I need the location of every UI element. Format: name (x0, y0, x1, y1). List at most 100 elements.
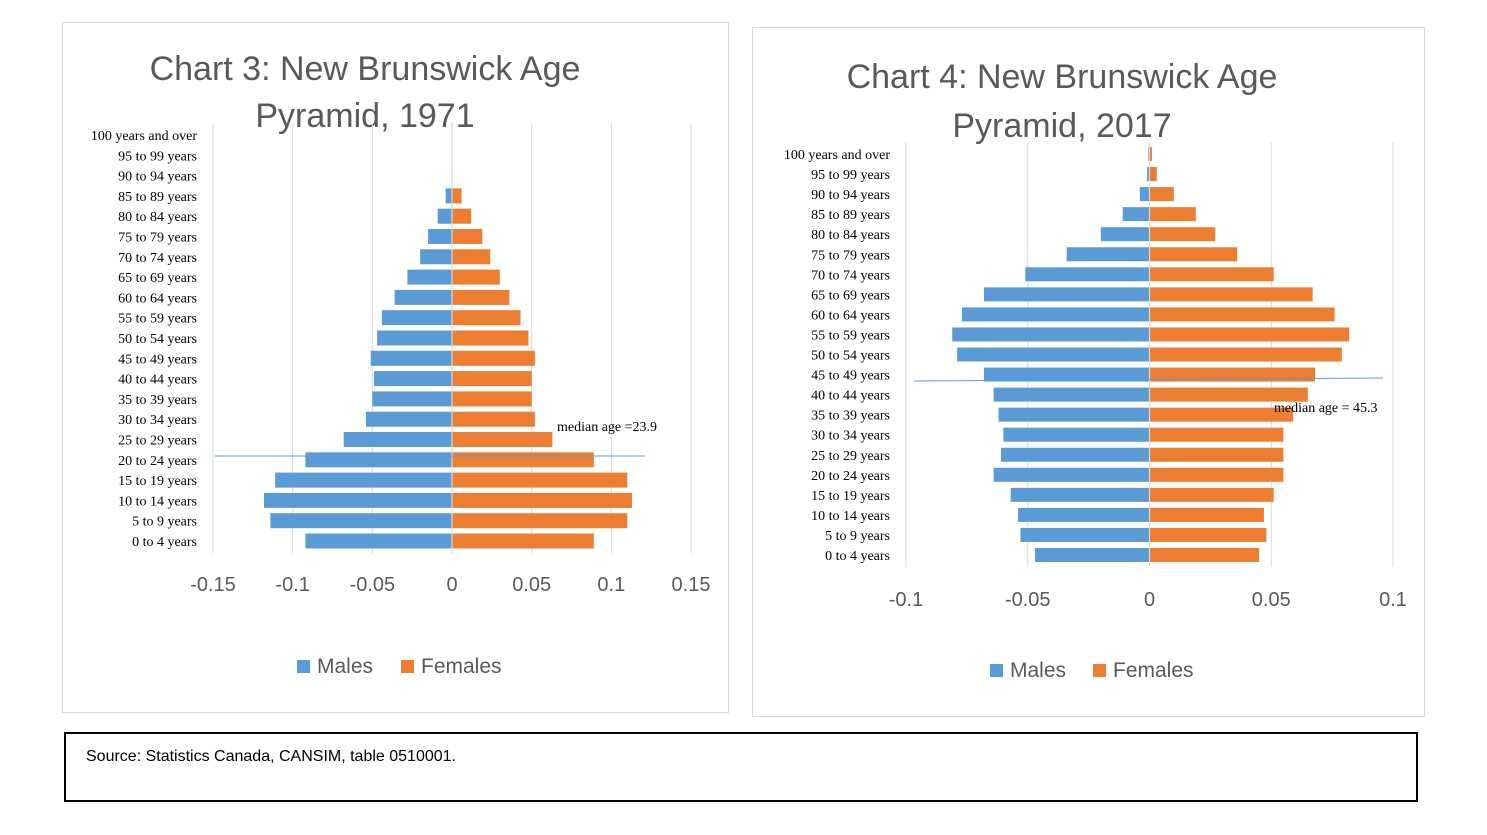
females-bar (1149, 387, 1308, 402)
legend-swatch (990, 664, 1003, 677)
category-label: 5 to 9 years (825, 529, 890, 544)
category-label: 85 to 89 years (118, 190, 197, 205)
category-label: 15 to 19 years (118, 474, 197, 489)
median-age-annotation: median age = 45.3 (1274, 401, 1378, 416)
males-bar (263, 492, 452, 508)
category-label: 10 to 14 years (118, 494, 197, 509)
category-label: 0 to 4 years (132, 535, 197, 550)
males-bar (377, 330, 452, 346)
category-label: 80 to 84 years (811, 228, 890, 243)
females-bar (452, 289, 510, 305)
category-label: 0 to 4 years (825, 549, 890, 564)
x-tick-label: -0.05 (350, 574, 396, 596)
category-label: 90 to 94 years (118, 170, 197, 185)
chart-title-line: Pyramid, 2017 (952, 107, 1171, 145)
females-bar (1149, 267, 1274, 282)
males-bar (365, 411, 452, 427)
females-bar (1149, 187, 1174, 202)
males-bar (1020, 527, 1150, 542)
males-bar (428, 229, 452, 244)
females-bar (1149, 548, 1260, 562)
females-bar (1149, 407, 1294, 422)
females-bar (1149, 507, 1264, 522)
males-bar (957, 347, 1150, 362)
x-tick-label: -0.05 (1005, 589, 1051, 611)
category-label: 85 to 89 years (811, 208, 890, 223)
males-bar (998, 407, 1150, 422)
females-bar (1149, 487, 1274, 502)
legend-label: Females (421, 655, 502, 678)
chart-title-line: Chart 4: New Brunswick Age (847, 58, 1278, 96)
category-label: 50 to 54 years (811, 349, 890, 364)
category-label: 45 to 49 years (811, 369, 890, 384)
category-label: 45 to 49 years (118, 352, 197, 367)
legend-swatch (1093, 664, 1106, 677)
category-label: 65 to 69 years (811, 288, 890, 303)
females-bar (452, 391, 532, 407)
males-bar (420, 249, 452, 265)
females-bar (452, 249, 491, 265)
males-bar (1139, 187, 1150, 202)
females-bar (1149, 327, 1350, 342)
females-bar (452, 229, 483, 244)
females-bar (1149, 527, 1267, 542)
females-bar (452, 188, 462, 204)
males-bar (952, 327, 1150, 342)
x-tick-label: 0 (1144, 589, 1155, 611)
females-bar (1149, 447, 1284, 462)
category-label: 50 to 54 years (118, 332, 197, 347)
x-tick-label: 0.15 (672, 574, 711, 596)
females-bar (1149, 207, 1196, 222)
source-box: Source: Statistics Canada, CANSIM, table… (64, 732, 1418, 802)
males-bar (1025, 267, 1150, 282)
females-bar (1149, 467, 1284, 482)
category-label: 75 to 79 years (118, 231, 197, 246)
females-bar (1149, 167, 1157, 182)
males-bar (983, 287, 1150, 302)
females-bar (452, 350, 535, 366)
chart-4-panel: Chart 4: New Brunswick Age Pyramid, 2017 0… (752, 27, 1425, 717)
category-label: 15 to 19 years (811, 489, 890, 504)
females-bar (452, 472, 628, 488)
females-bar (1149, 427, 1284, 442)
source-note: Source: Statistics Canada, CANSIM, table… (86, 748, 456, 765)
females-bar (452, 513, 628, 529)
males-bar (445, 188, 452, 204)
females-bar (452, 208, 472, 224)
males-bar (962, 307, 1150, 322)
males-bar (1100, 227, 1150, 242)
males-bar (1147, 167, 1150, 182)
females-bar (1149, 227, 1216, 242)
males-bar (407, 269, 452, 285)
chart-title-line: Chart 3: New Brunswick Age (150, 50, 581, 88)
males-bar (1066, 247, 1150, 262)
males-bar (983, 367, 1150, 382)
females-bar (1149, 147, 1152, 161)
males-bar (1003, 427, 1150, 442)
females-bar (452, 330, 529, 346)
legend-swatch (401, 660, 414, 673)
females-bar (452, 310, 521, 326)
females-bar (452, 452, 594, 468)
females-bar (452, 269, 500, 285)
females-bar (452, 492, 633, 508)
chart-4-svg: Chart 4: New Brunswick Age Pyramid, 2017 0… (784, 58, 1407, 682)
category-label: 100 years and over (91, 129, 197, 144)
males-bar (381, 310, 452, 326)
males-bar (275, 472, 452, 488)
chart-title-line: Pyramid, 1971 (255, 97, 474, 135)
males-bar (270, 513, 452, 529)
category-label: 70 to 74 years (118, 251, 197, 266)
median-age-annotation: median age =23.9 (557, 420, 657, 435)
females-bar (452, 432, 553, 447)
males-bar (993, 387, 1150, 402)
legend-swatch (297, 660, 310, 673)
males-bar (305, 452, 452, 468)
x-tick-label: 0.05 (1252, 589, 1291, 611)
category-label: 35 to 39 years (811, 409, 890, 424)
males-bar (394, 289, 452, 305)
chart-3-panel: Chart 3: New Brunswick Age Pyramid, 1971 0… (62, 22, 729, 713)
males-bar (437, 208, 452, 224)
category-label: 75 to 79 years (811, 248, 890, 263)
category-label: 20 to 24 years (811, 469, 890, 484)
